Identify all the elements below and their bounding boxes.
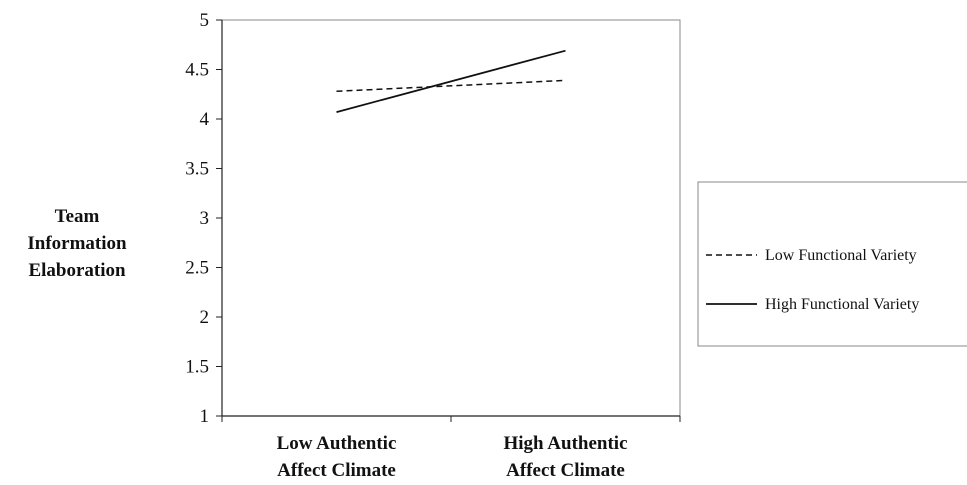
y-tick-label: 3.5 [185,159,209,180]
y-tick-label: 1.5 [185,357,209,378]
plot-frame [221,19,681,417]
x-category-label: Low Authentic [277,433,397,454]
y-tick-label: 4.5 [185,60,209,81]
legend-box [697,181,967,347]
x-category-label: High Authentic [503,433,627,454]
legend: Low Functional Variety High Functional V… [697,181,967,347]
plot-area: 1 1.5 2 2.5 3 3.5 4 4.5 5 Low Authentic Affect Cli… [185,10,681,481]
y-axis-label-line-2: Information [27,233,127,254]
x-category-label: Affect Climate [506,460,625,481]
series-line-high-functional-variety [336,49,566,113]
y-tick-label: 5 [200,10,210,31]
y-tick-label: 2.5 [185,258,209,279]
y-axis-label: Team Information Elaboration [27,206,127,281]
y-axis-label-line-3: Elaboration [28,260,126,281]
legend-label-high-functional-variety: High Functional Variety [765,296,919,313]
series-line-low-functional-variety [336,79,566,93]
x-category-label: Affect Climate [277,460,396,481]
y-tick-label: 4 [200,109,210,130]
y-axis-label-line-1: Team [55,206,100,227]
y-tick-label: 3 [200,208,210,229]
y-tick-label: 1 [200,406,210,427]
y-tick-label: 2 [200,307,210,328]
legend-label-low-functional-variety: Low Functional Variety [765,247,917,264]
